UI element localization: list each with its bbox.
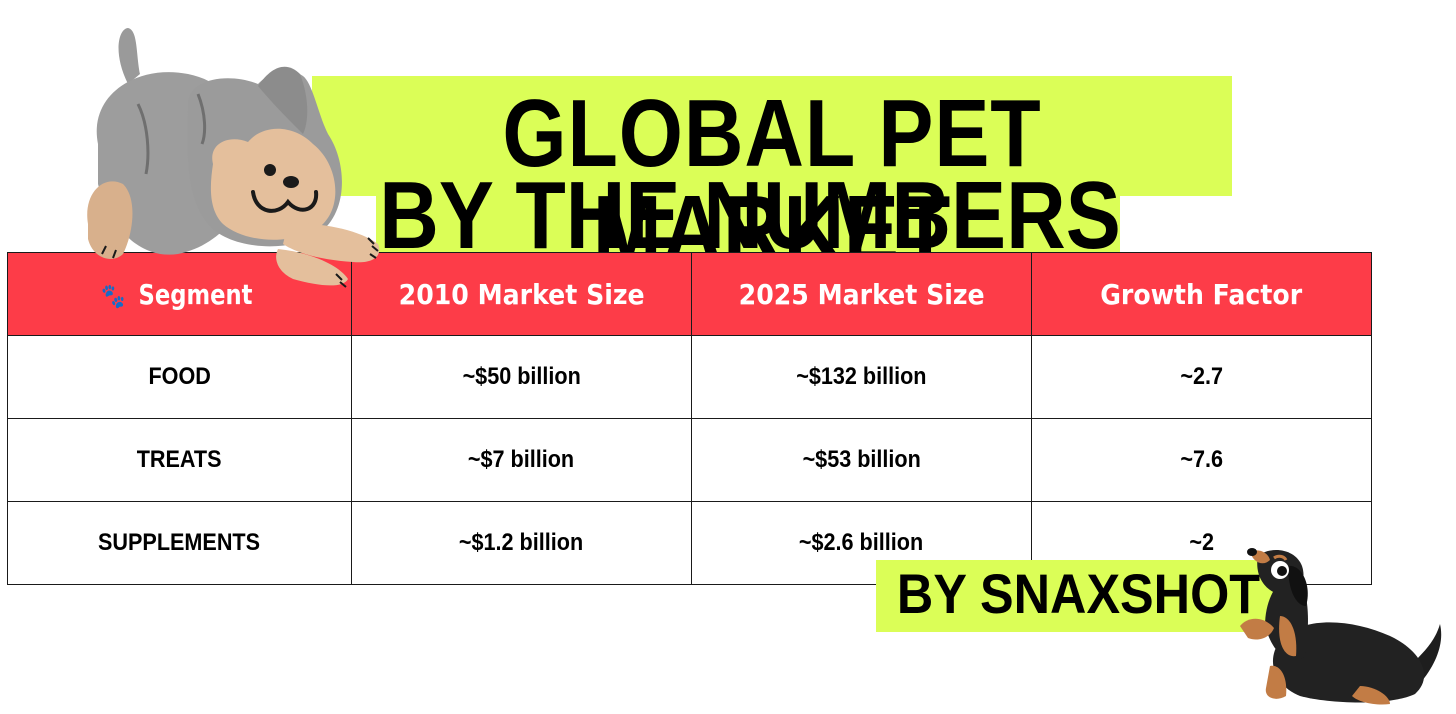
header-2025-market-size: 2025 Market Size	[691, 252, 1032, 336]
byline-highlight	[876, 560, 1281, 632]
cell-value: ~$132 billion	[796, 363, 927, 390]
cell-2025: ~$132 billion	[691, 335, 1032, 419]
header-label: 2025 Market Size	[738, 277, 985, 311]
cell-value: ~7.6	[1180, 446, 1223, 473]
market-table: 🐾 Segment 2010 Market Size 2025 Market Si…	[7, 252, 1372, 585]
cell-segment: FOOD	[7, 335, 352, 419]
header-segment: 🐾 Segment	[7, 252, 352, 336]
table-row: FOOD ~$50 billion ~$132 billion ~2.7	[7, 335, 1372, 419]
page-title-line2: BY THE NUMBERS	[379, 162, 1121, 269]
header-label: 2010 Market Size	[398, 277, 645, 311]
table-row: TREATS ~$7 billion ~$53 billion ~7.6	[7, 418, 1372, 502]
cell-value: FOOD	[148, 363, 211, 390]
cell-2010: ~$50 billion	[351, 335, 692, 419]
cell-value: SUPPLEMENTS	[98, 529, 261, 556]
yorkie-dog-illustration	[87, 28, 380, 288]
cell-growth: ~2.7	[1031, 335, 1372, 419]
cell-value: ~$50 billion	[462, 363, 581, 390]
cell-2025: ~$53 billion	[691, 418, 1032, 502]
cell-value: ~$7 billion	[468, 446, 575, 473]
cell-2010: ~$7 billion	[351, 418, 692, 502]
header-2010-market-size: 2010 Market Size	[351, 252, 692, 336]
header-label: Segment	[138, 277, 253, 311]
cell-value: ~2.7	[1180, 363, 1223, 390]
title-highlight-line2	[376, 166, 1120, 252]
cell-growth: ~7.6	[1031, 418, 1372, 502]
table-header-row: 🐾 Segment 2010 Market Size 2025 Market Si…	[7, 252, 1372, 336]
header-label: Growth Factor	[1100, 277, 1303, 311]
cell-2010: ~$1.2 billion	[351, 501, 692, 585]
cell-segment: SUPPLEMENTS	[7, 501, 352, 585]
dachshund-dog-illustration	[1240, 548, 1442, 705]
cell-value: ~$53 billion	[802, 446, 921, 473]
cell-value: ~$2.6 billion	[799, 529, 924, 556]
cell-value: TREATS	[137, 446, 222, 473]
header-growth-factor: Growth Factor	[1031, 252, 1372, 336]
paw-prints-icon: 🐾	[101, 281, 126, 310]
cell-value: ~$1.2 billion	[459, 529, 584, 556]
cell-segment: TREATS	[7, 418, 352, 502]
byline: BY SNAXSHOT	[896, 562, 1261, 625]
cell-value: ~2	[1189, 529, 1214, 556]
